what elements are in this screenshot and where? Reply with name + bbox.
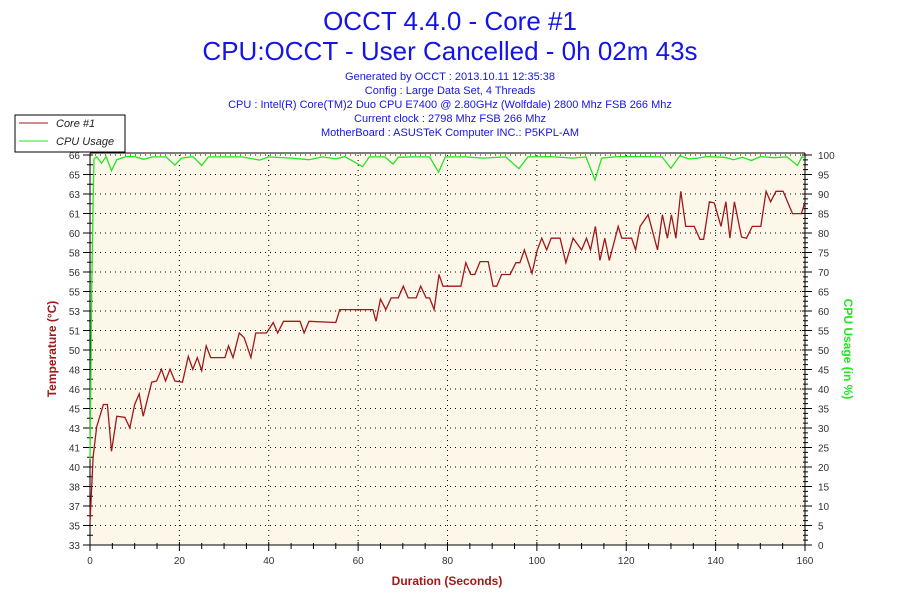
y-axis-label: Temperature (°C)	[45, 301, 59, 398]
y-tick-label: 53	[69, 307, 81, 318]
axes: 3335373840414345464850515355565860616365…	[69, 151, 835, 567]
y2-tick-label: 25	[818, 444, 830, 455]
y2-tick-label: 20	[818, 463, 830, 474]
y2-tick-label: 50	[818, 346, 830, 357]
y2-tick-label: 75	[818, 249, 830, 260]
x-tick-label: 140	[707, 556, 724, 567]
y2-tick-label: 60	[818, 307, 830, 318]
chart-title: OCCT 4.4.0 - Core #1	[323, 6, 577, 36]
y2-tick-label: 10	[818, 502, 830, 513]
y-tick-label: 55	[69, 288, 81, 299]
info-clock: Current clock : 2798 Mhz FSB 266 Mhz	[354, 113, 546, 125]
y-tick-label: 38	[69, 483, 81, 494]
y-tick-label: 66	[69, 151, 81, 162]
y-tick-label: 35	[69, 522, 81, 533]
info-motherboard: MotherBoard : ASUSTeK Computer INC.: P5K…	[321, 127, 579, 139]
y-tick-label: 46	[69, 385, 81, 396]
y2-axis-label: CPU Usage (in %)	[841, 299, 855, 400]
y-tick-label: 33	[69, 541, 81, 552]
y-tick-label: 65	[69, 171, 81, 182]
series-lines	[89, 155, 806, 523]
x-tick-label: 40	[263, 556, 275, 567]
x-axis-label: Duration (Seconds)	[392, 574, 503, 588]
legend-box	[14, 114, 126, 153]
y-tick-label: 50	[69, 346, 81, 357]
x-tick-label: 20	[174, 556, 186, 567]
y-tick-label: 40	[69, 463, 81, 474]
y-tick-label: 63	[69, 190, 81, 201]
y-tick-label: 56	[69, 268, 81, 279]
x-tick-label: 100	[529, 556, 546, 567]
legend-label-core: Core #1	[56, 118, 95, 130]
x-tick-label: 80	[442, 556, 454, 567]
grid	[90, 154, 805, 545]
y2-tick-label: 90	[818, 190, 830, 201]
y2-tick-label: 80	[818, 229, 830, 240]
y-tick-label: 51	[69, 327, 81, 338]
x-tick-label: 160	[797, 556, 814, 567]
y2-tick-label: 5	[818, 522, 824, 533]
y2-tick-label: 70	[818, 268, 830, 279]
y2-tick-label: 85	[818, 210, 830, 221]
x-tick-label: 60	[353, 556, 365, 567]
info-config: Config : Large Data Set, 4 Threads	[365, 85, 536, 97]
y-tick-label: 60	[69, 229, 81, 240]
y-tick-label: 43	[69, 424, 81, 435]
y-tick-label: 61	[69, 210, 81, 221]
y2-tick-label: 0	[818, 541, 824, 552]
y-tick-label: 41	[69, 444, 81, 455]
y-tick-label: 45	[69, 405, 81, 416]
y-tick-label: 48	[69, 366, 81, 377]
y2-tick-label: 30	[818, 424, 830, 435]
legend: Core #1 CPU Usage	[14, 114, 126, 153]
y2-tick-label: 65	[818, 288, 830, 299]
info-cpu: CPU : Intel(R) Core(TM)2 Duo CPU E7400 @…	[228, 99, 672, 111]
chart-subtitle: CPU:OCCT - User Cancelled - 0h 02m 43s	[202, 36, 697, 66]
x-tick-label: 0	[87, 556, 93, 567]
y2-tick-label: 45	[818, 366, 830, 377]
y2-tick-label: 35	[818, 405, 830, 416]
x-tick-label: 120	[618, 556, 635, 567]
y2-tick-label: 55	[818, 327, 830, 338]
info-generated: Generated by OCCT : 2013.10.11 12:35:38	[345, 71, 555, 83]
y-tick-label: 58	[69, 249, 81, 260]
plot-area	[90, 153, 805, 545]
y2-tick-label: 40	[818, 385, 830, 396]
y-tick-label: 37	[69, 502, 81, 513]
series-line-core	[89, 188, 806, 523]
y2-tick-label: 15	[818, 483, 830, 494]
y2-tick-label: 100	[818, 151, 835, 162]
series-line-cpu-usage	[89, 155, 806, 460]
y2-tick-label: 95	[818, 171, 830, 182]
legend-label-cpu: CPU Usage	[56, 136, 114, 148]
